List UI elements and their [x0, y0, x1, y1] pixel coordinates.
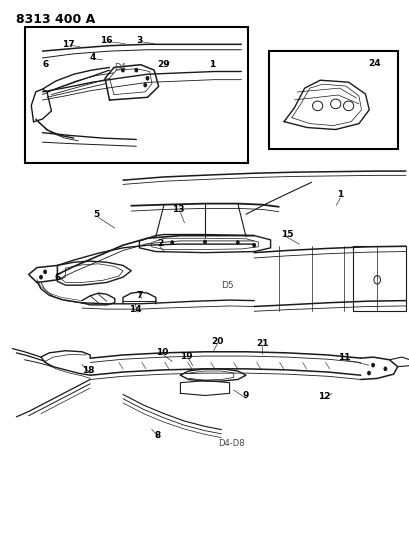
Text: 6: 6 [54, 273, 61, 281]
Circle shape [371, 364, 373, 367]
Text: 2: 2 [156, 239, 163, 248]
Circle shape [367, 372, 369, 375]
Text: 7: 7 [136, 292, 142, 300]
Text: 6: 6 [43, 60, 49, 69]
Circle shape [44, 270, 46, 273]
Ellipse shape [312, 101, 322, 111]
Text: 13: 13 [172, 205, 184, 214]
Text: 4: 4 [89, 53, 96, 62]
Bar [25, 27, 247, 163]
Circle shape [146, 77, 148, 80]
Text: 18: 18 [82, 366, 94, 375]
Text: 8313 400 A: 8313 400 A [16, 13, 95, 26]
Text: 8: 8 [154, 431, 161, 440]
Bar [268, 51, 397, 149]
Ellipse shape [330, 99, 340, 109]
Text: 9: 9 [242, 391, 249, 400]
Circle shape [236, 241, 238, 244]
Circle shape [121, 69, 124, 72]
Text: 16: 16 [100, 36, 112, 45]
Circle shape [252, 244, 255, 247]
Circle shape [171, 241, 173, 244]
Text: 1: 1 [336, 190, 343, 199]
Circle shape [383, 367, 386, 370]
Text: D4-D8: D4-D8 [218, 439, 244, 448]
Text: 21: 21 [256, 340, 268, 348]
Text: 5: 5 [93, 211, 99, 219]
Text: 24: 24 [367, 59, 380, 68]
Circle shape [144, 84, 146, 87]
Text: 11: 11 [337, 353, 350, 361]
Text: 17: 17 [62, 40, 74, 49]
Text: 29: 29 [157, 60, 169, 69]
Text: D4: D4 [113, 63, 125, 72]
Ellipse shape [343, 101, 353, 111]
Circle shape [135, 69, 137, 72]
Text: 19: 19 [180, 352, 192, 360]
Text: D5: D5 [221, 281, 233, 289]
Circle shape [203, 240, 206, 244]
Text: 10: 10 [155, 349, 168, 357]
Text: 12: 12 [317, 392, 329, 400]
Text: 15: 15 [280, 230, 292, 239]
Text: 20: 20 [211, 337, 223, 345]
Text: 14: 14 [129, 305, 141, 314]
Text: 3: 3 [136, 36, 142, 45]
Circle shape [40, 276, 42, 279]
Text: 1: 1 [209, 60, 215, 69]
